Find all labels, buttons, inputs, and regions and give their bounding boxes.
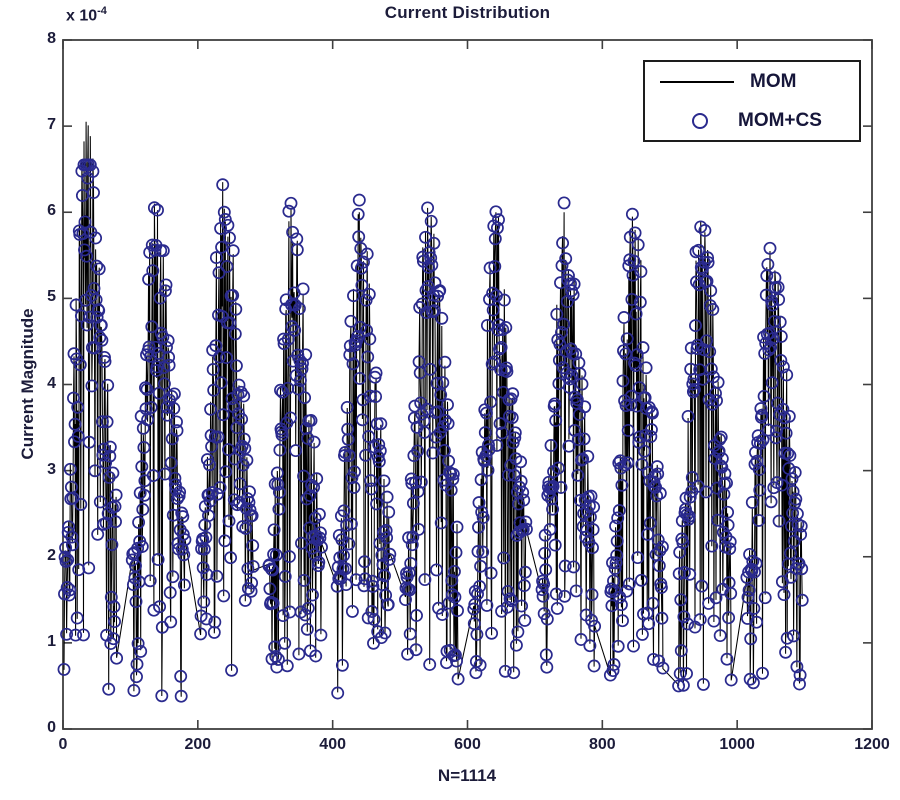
x-tick-label: 600 [454, 736, 481, 753]
legend-item-mom: MOM [645, 63, 859, 101]
legend-label-mom-cs: MOM+CS [738, 109, 822, 131]
y-tick-label: 6 [47, 202, 56, 220]
line-sample-icon [660, 80, 734, 83]
y-exponent-base: x 10 [66, 7, 98, 25]
tick-marks [62, 39, 873, 730]
x-tick-label: 400 [319, 736, 346, 753]
y-tick-label: 1 [47, 632, 56, 650]
legend-item-mom-cs: MOM+CS [645, 102, 859, 140]
circle-marker-icon [692, 112, 708, 129]
y-tick-label: 2 [47, 546, 56, 564]
y-exponent-power: -4 [97, 5, 107, 17]
y-tick-label: 0 [47, 719, 56, 736]
y-tick-label: 4 [47, 374, 56, 392]
x-tick-label: 0 [58, 736, 68, 753]
x-tick-label: 800 [588, 736, 616, 753]
x-tick-label: 1200 [854, 736, 890, 753]
y-tick-label: 8 [47, 30, 56, 47]
x-tick-label: 1000 [719, 736, 755, 753]
x-tick-label: 200 [184, 736, 212, 753]
y-tick-label: 5 [47, 288, 56, 306]
legend: MOM MOM+CS [643, 60, 861, 142]
y-axis-exponent-label: x 10-4 [66, 5, 107, 25]
y-tick-label: 7 [47, 116, 56, 134]
mom-line-series [63, 121, 803, 697]
mom-cs-marker-series [57, 158, 809, 703]
y-tick-label: 3 [47, 460, 56, 478]
chart-title: Current Distribution [384, 3, 551, 22]
legend-label-mom: MOM [750, 70, 797, 92]
x-axis-label: N=1114 [437, 766, 497, 785]
